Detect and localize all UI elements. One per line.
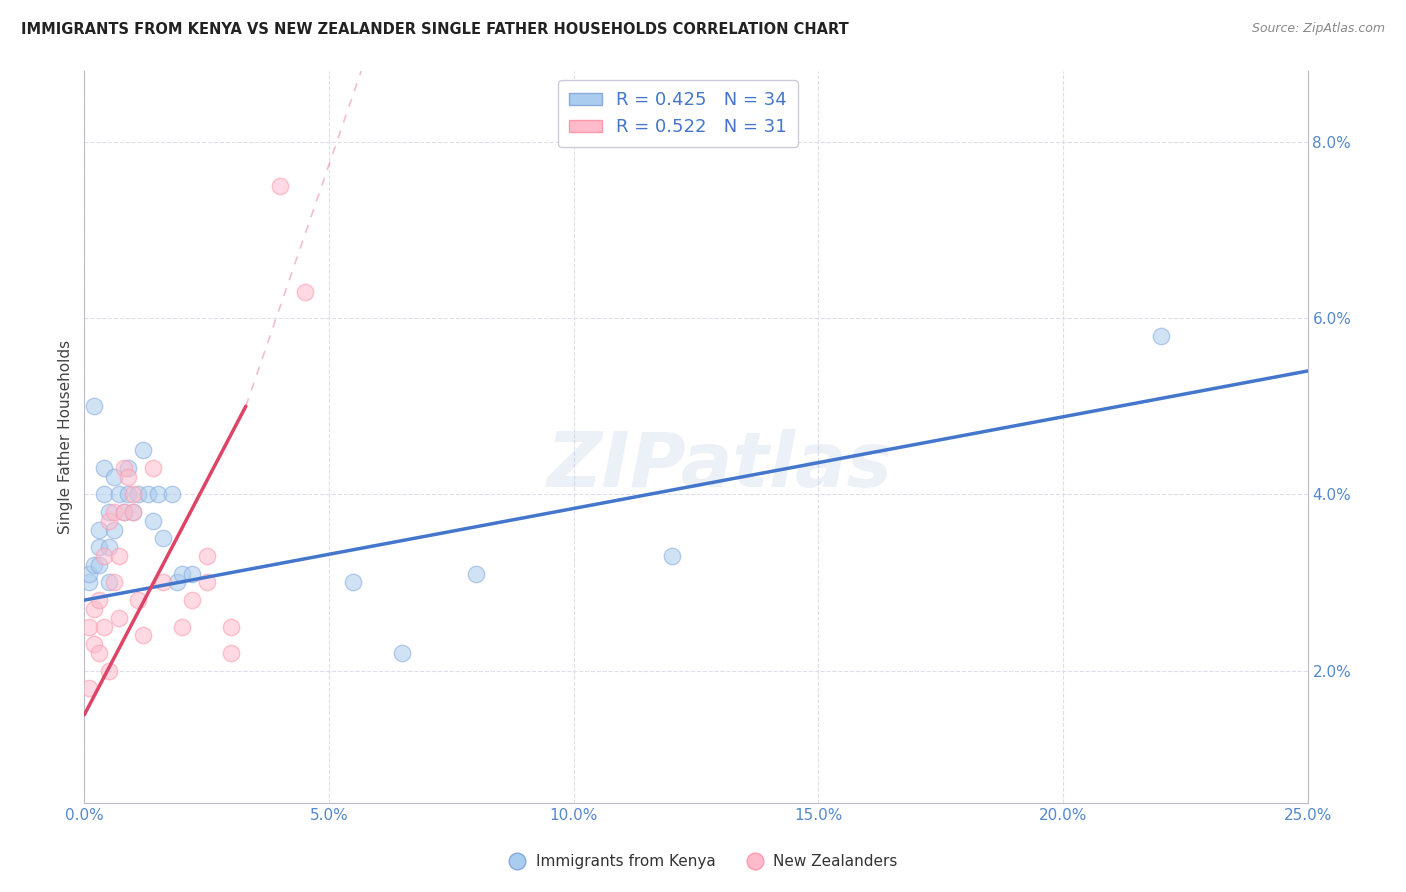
Point [97, 575, 120, 590]
Point [142, 461, 165, 475]
Point [83, 399, 105, 413]
Point [181, 566, 204, 581]
Point [132, 628, 155, 642]
Legend: Immigrants from Kenya, New Zealanders: Immigrants from Kenya, New Zealanders [502, 848, 904, 875]
Point [219, 619, 242, 633]
Point [83, 558, 105, 572]
Point [195, 575, 218, 590]
Point [117, 469, 139, 483]
Point [172, 619, 194, 633]
Point [77, 575, 100, 590]
Point [464, 566, 486, 581]
Point [112, 461, 135, 475]
Point [112, 505, 135, 519]
Point [172, 566, 194, 581]
Point [181, 593, 204, 607]
Point [93, 461, 115, 475]
Text: ZIPatlas: ZIPatlas [547, 429, 893, 503]
Text: IMMIGRANTS FROM KENYA VS NEW ZEALANDER SINGLE FATHER HOUSEHOLDS CORRELATION CHAR: IMMIGRANTS FROM KENYA VS NEW ZEALANDER S… [21, 22, 849, 37]
Point [195, 549, 218, 563]
Point [146, 487, 169, 501]
Point [87, 646, 110, 660]
Y-axis label: Single Father Households: Single Father Households [58, 340, 73, 534]
Point [391, 646, 413, 660]
Point [1150, 328, 1173, 343]
Point [83, 602, 105, 616]
Point [122, 487, 145, 501]
Point [162, 487, 184, 501]
Point [83, 637, 105, 651]
Point [97, 540, 120, 554]
Point [127, 593, 149, 607]
Point [269, 178, 291, 193]
Point [219, 646, 242, 660]
Point [136, 487, 159, 501]
Legend: R = 0.425   N = 34, R = 0.522   N = 31: R = 0.425 N = 34, R = 0.522 N = 31 [558, 80, 797, 147]
Point [97, 514, 120, 528]
Point [103, 523, 125, 537]
Point [117, 487, 139, 501]
Point [107, 487, 129, 501]
Point [127, 487, 149, 501]
Point [77, 681, 100, 696]
Point [87, 523, 110, 537]
Point [122, 505, 145, 519]
Point [122, 505, 145, 519]
Point [661, 549, 683, 563]
Point [103, 505, 125, 519]
Point [87, 540, 110, 554]
Point [152, 575, 174, 590]
Point [294, 285, 316, 299]
Point [107, 611, 129, 625]
Point [142, 514, 165, 528]
Point [77, 619, 100, 633]
Point [103, 469, 125, 483]
Point [112, 505, 135, 519]
Point [77, 566, 100, 581]
Point [93, 487, 115, 501]
Point [93, 549, 115, 563]
Point [117, 461, 139, 475]
Point [166, 575, 188, 590]
Point [97, 664, 120, 678]
Point [87, 593, 110, 607]
Point [342, 575, 364, 590]
Text: Source: ZipAtlas.com: Source: ZipAtlas.com [1251, 22, 1385, 36]
Point [107, 549, 129, 563]
Point [132, 443, 155, 458]
Point [97, 505, 120, 519]
Point [152, 532, 174, 546]
Point [93, 619, 115, 633]
Point [87, 558, 110, 572]
Point [103, 575, 125, 590]
